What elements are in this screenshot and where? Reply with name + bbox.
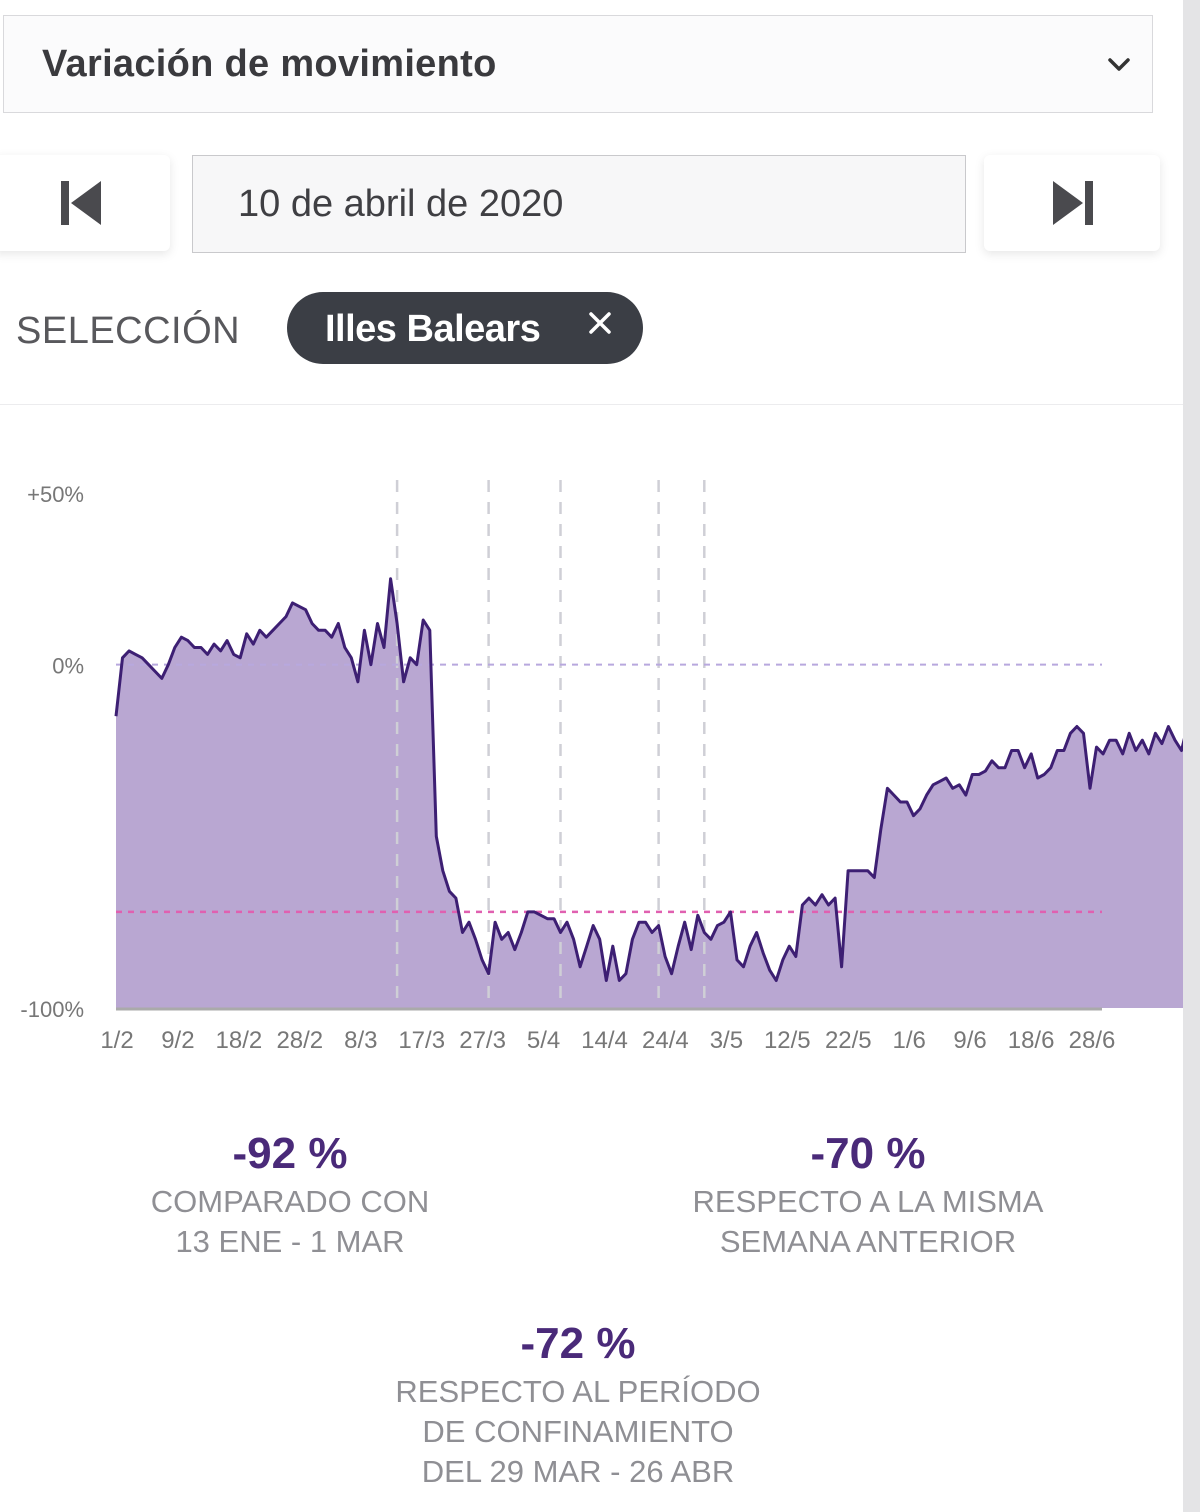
metric-select-value: Variación de movimiento xyxy=(42,42,497,85)
mobility-chart: +50% 0% -100% 1/2 9/2 18/2 28/2 8/3 17/3 27/3 5/4 1… xyxy=(20,480,1183,1054)
selection-label: SELECCIÓN xyxy=(16,310,241,352)
date-field[interactable]: 10 de abril de 2020 xyxy=(192,155,966,253)
region-chip: Illes Balears xyxy=(287,292,643,364)
stat-value: -72 % xyxy=(520,1319,636,1368)
x-tick-label: 18/2 xyxy=(216,1027,263,1054)
series-area xyxy=(116,578,1183,1008)
x-tick-label: 12/5 xyxy=(764,1027,811,1054)
x-tick-label: 28/2 xyxy=(276,1027,323,1054)
stat-desc-line: DEL 29 MAR - 26 ABR xyxy=(421,1454,735,1489)
x-tick-label: 28/6 xyxy=(1069,1027,1116,1054)
x-tick-label: 24/4 xyxy=(642,1027,689,1054)
stat-desc-line: COMPARADO CON xyxy=(150,1184,430,1219)
y-tick-label: 0% xyxy=(52,654,84,679)
next-date-button[interactable] xyxy=(984,155,1160,251)
x-tick-label: 18/6 xyxy=(1008,1027,1055,1054)
y-tick-label: -100% xyxy=(20,997,84,1022)
stat-desc-line: RESPECTO A LA MISMA xyxy=(692,1184,1044,1219)
x-tick-label: 17/3 xyxy=(398,1027,445,1054)
stat-value: -70 % xyxy=(810,1129,926,1178)
metric-select[interactable]: Variación de movimiento xyxy=(3,15,1153,113)
series-line xyxy=(114,577,1183,982)
x-tick-label: 1/2 xyxy=(100,1027,133,1054)
stat-lockdown: -72 % RESPECTO AL PERÍODO DE CONFINAMIEN… xyxy=(358,1320,798,1492)
x-tick-label: 27/3 xyxy=(459,1027,506,1054)
x-tick-label: 22/5 xyxy=(825,1027,872,1054)
skip-next-icon xyxy=(1053,181,1093,225)
x-tick-label: 14/4 xyxy=(581,1027,628,1054)
y-tick-label: +50% xyxy=(27,482,84,507)
stat-desc-line: RESPECTO AL PERÍODO xyxy=(395,1374,761,1409)
stat-desc-line: 13 ENE - 1 MAR xyxy=(175,1224,405,1259)
x-tick-label: 9/6 xyxy=(953,1027,986,1054)
x-tick-label: 1/6 xyxy=(893,1027,926,1054)
stat-value: -92 % xyxy=(232,1129,348,1178)
x-tick-label: 9/2 xyxy=(161,1027,194,1054)
skip-previous-icon xyxy=(61,181,101,225)
stat-baseline: -92 % COMPARADO CON 13 ENE - 1 MAR xyxy=(90,1130,490,1262)
close-icon[interactable] xyxy=(586,308,614,338)
region-chip-label: Illes Balears xyxy=(325,308,541,350)
date-value: 10 de abril de 2020 xyxy=(238,182,564,225)
x-tick-label: 8/3 xyxy=(344,1027,377,1054)
chevron-down-icon xyxy=(1108,58,1130,71)
stat-desc-line: SEMANA ANTERIOR xyxy=(719,1224,1017,1259)
section-divider xyxy=(0,404,1183,405)
scrollbar-track[interactable] xyxy=(1183,0,1200,1512)
x-tick-label: 5/4 xyxy=(527,1027,560,1054)
previous-date-button[interactable] xyxy=(0,155,170,251)
stat-desc-line: DE CONFINAMIENTO xyxy=(422,1414,734,1449)
stat-previous-week: -70 % RESPECTO A LA MISMA SEMANA ANTERIO… xyxy=(648,1130,1088,1262)
x-tick-label: 3/5 xyxy=(710,1027,743,1054)
